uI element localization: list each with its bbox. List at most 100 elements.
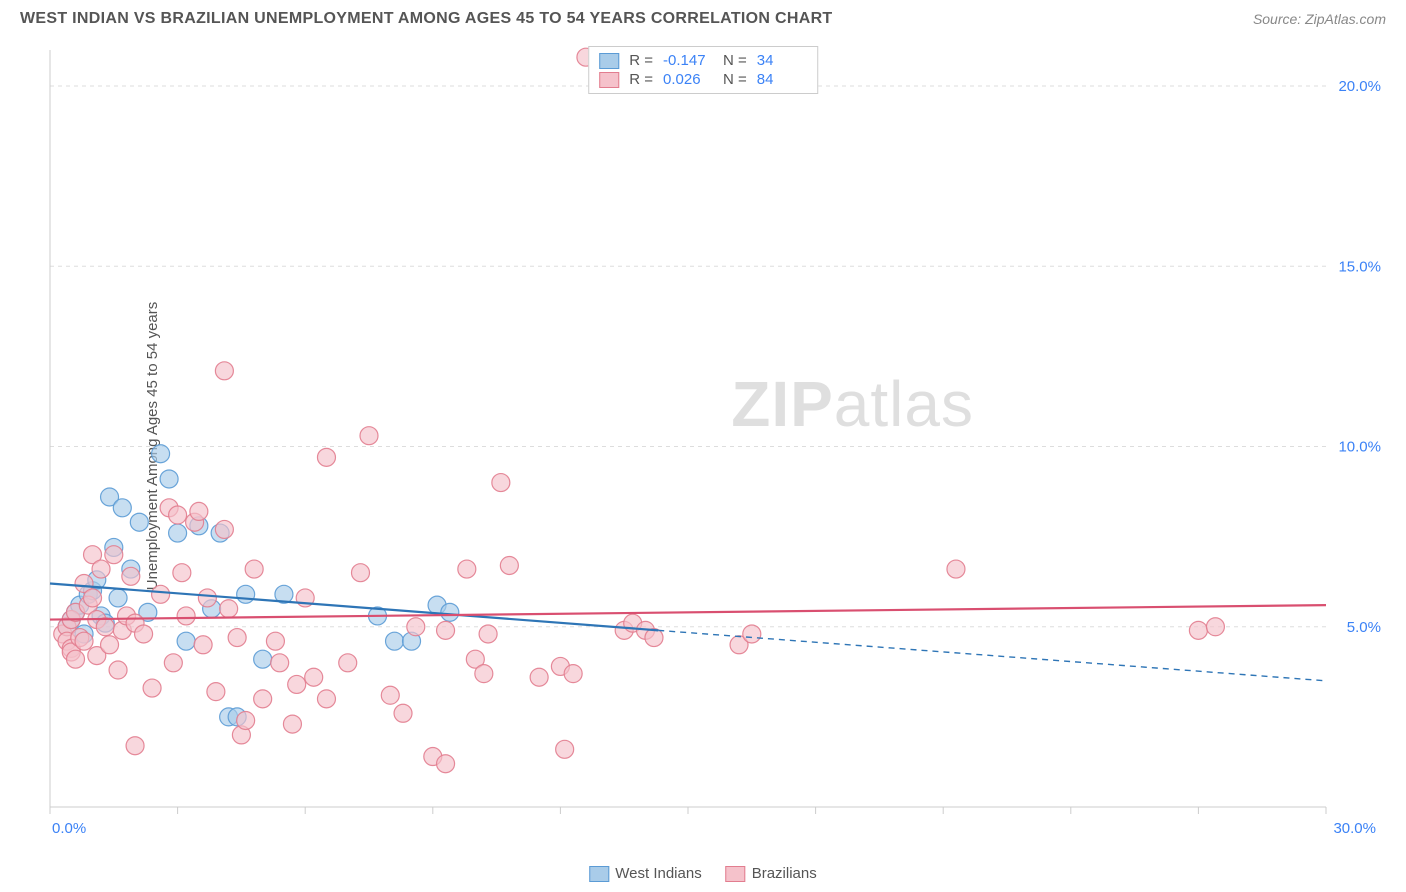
data-point-brazilians (743, 625, 761, 643)
data-point-brazilians (177, 607, 195, 625)
data-point-brazilians (288, 675, 306, 693)
data-point-brazilians (109, 661, 127, 679)
data-point-brazilians (152, 585, 170, 603)
data-point-west_indians (177, 632, 195, 650)
legend-swatch (726, 866, 746, 882)
data-point-brazilians (105, 546, 123, 564)
data-point-brazilians (305, 668, 323, 686)
data-point-brazilians (475, 665, 493, 683)
data-point-brazilians (173, 564, 191, 582)
data-point-brazilians (169, 506, 187, 524)
legend-item-west_indians: West Indians (589, 865, 701, 882)
data-point-brazilians (228, 629, 246, 647)
legend-item-brazilians: Brazilians (726, 865, 817, 882)
data-point-brazilians (530, 668, 548, 686)
data-point-west_indians (109, 589, 127, 607)
data-point-brazilians (479, 625, 497, 643)
data-point-brazilians (1189, 621, 1207, 639)
data-point-brazilians (215, 362, 233, 380)
data-point-west_indians (386, 632, 404, 650)
legend-swatch (599, 53, 619, 69)
legend-label: Brazilians (752, 865, 817, 882)
legend-swatch (599, 72, 619, 88)
y-tick-label: 15.0% (1338, 258, 1381, 275)
data-point-brazilians (215, 520, 233, 538)
r-value: -0.147 (663, 52, 713, 69)
chart-area: 5.0%10.0%15.0%20.0%0.0%30.0% ZIPatlas (45, 45, 1391, 842)
data-point-brazilians (492, 474, 510, 492)
legend-swatch (589, 866, 609, 882)
data-point-west_indians (160, 470, 178, 488)
data-point-brazilians (164, 654, 182, 672)
data-point-brazilians (437, 755, 455, 773)
data-point-brazilians (122, 567, 140, 585)
trend-line-brazilians (50, 605, 1326, 619)
n-label: N = (723, 71, 747, 88)
data-point-brazilians (237, 711, 255, 729)
data-point-west_indians (237, 585, 255, 603)
data-point-brazilians (67, 650, 85, 668)
data-point-brazilians (254, 690, 272, 708)
legend-label: West Indians (615, 865, 701, 882)
r-value: 0.026 (663, 71, 713, 88)
x-tick-label: 0.0% (52, 820, 86, 837)
data-point-brazilians (556, 740, 574, 758)
data-point-brazilians (84, 589, 102, 607)
data-point-brazilians (317, 690, 335, 708)
data-point-brazilians (198, 589, 216, 607)
data-point-brazilians (564, 665, 582, 683)
data-point-west_indians (152, 445, 170, 463)
chart-header: WEST INDIAN VS BRAZILIAN UNEMPLOYMENT AM… (0, 0, 1406, 34)
data-point-brazilians (220, 600, 238, 618)
data-point-brazilians (75, 632, 93, 650)
data-point-brazilians (143, 679, 161, 697)
data-point-brazilians (96, 618, 114, 636)
trend-line-ext-west_indians (658, 630, 1326, 680)
data-point-brazilians (266, 632, 284, 650)
y-tick-label: 20.0% (1338, 78, 1381, 95)
data-point-brazilians (135, 625, 153, 643)
n-value: 84 (757, 71, 807, 88)
n-label: N = (723, 52, 747, 69)
stats-row-west_indians: R = -0.147 N = 34 (599, 51, 807, 70)
source-attribution: Source: ZipAtlas.com (1253, 11, 1386, 27)
y-tick-label: 10.0% (1338, 439, 1381, 456)
data-point-brazilians (194, 636, 212, 654)
stats-row-brazilians: R = 0.026 N = 84 (599, 70, 807, 89)
data-point-brazilians (126, 737, 144, 755)
data-point-west_indians (113, 499, 131, 517)
data-point-brazilians (381, 686, 399, 704)
stats-legend: R = -0.147 N = 34 R = 0.026 N = 84 (588, 46, 818, 94)
data-point-brazilians (271, 654, 289, 672)
data-point-brazilians (947, 560, 965, 578)
data-point-west_indians (130, 513, 148, 531)
n-value: 34 (757, 52, 807, 69)
data-point-brazilians (360, 427, 378, 445)
data-point-brazilians (500, 556, 518, 574)
data-point-brazilians (394, 704, 412, 722)
chart-title: WEST INDIAN VS BRAZILIAN UNEMPLOYMENT AM… (20, 10, 833, 28)
r-label: R = (629, 52, 653, 69)
r-label: R = (629, 71, 653, 88)
data-point-brazilians (1206, 618, 1224, 636)
series-legend: West Indians Brazilians (589, 865, 816, 882)
data-point-brazilians (245, 560, 263, 578)
data-point-brazilians (645, 629, 663, 647)
y-tick-label: 5.0% (1347, 619, 1381, 636)
data-point-west_indians (254, 650, 272, 668)
data-point-brazilians (351, 564, 369, 582)
data-point-brazilians (437, 621, 455, 639)
x-tick-label: 30.0% (1333, 820, 1376, 837)
data-point-west_indians (169, 524, 187, 542)
data-point-brazilians (101, 636, 119, 654)
data-point-brazilians (458, 560, 476, 578)
data-point-brazilians (339, 654, 357, 672)
data-point-brazilians (407, 618, 425, 636)
data-point-brazilians (283, 715, 301, 733)
data-point-brazilians (207, 683, 225, 701)
data-point-brazilians (317, 448, 335, 466)
scatter-chart-svg: 5.0% 10.0% 15.0% 20.0% 0.0% 30.0% (45, 45, 1391, 842)
data-point-brazilians (92, 560, 110, 578)
data-point-brazilians (190, 502, 208, 520)
data-point-west_indians (441, 603, 459, 621)
